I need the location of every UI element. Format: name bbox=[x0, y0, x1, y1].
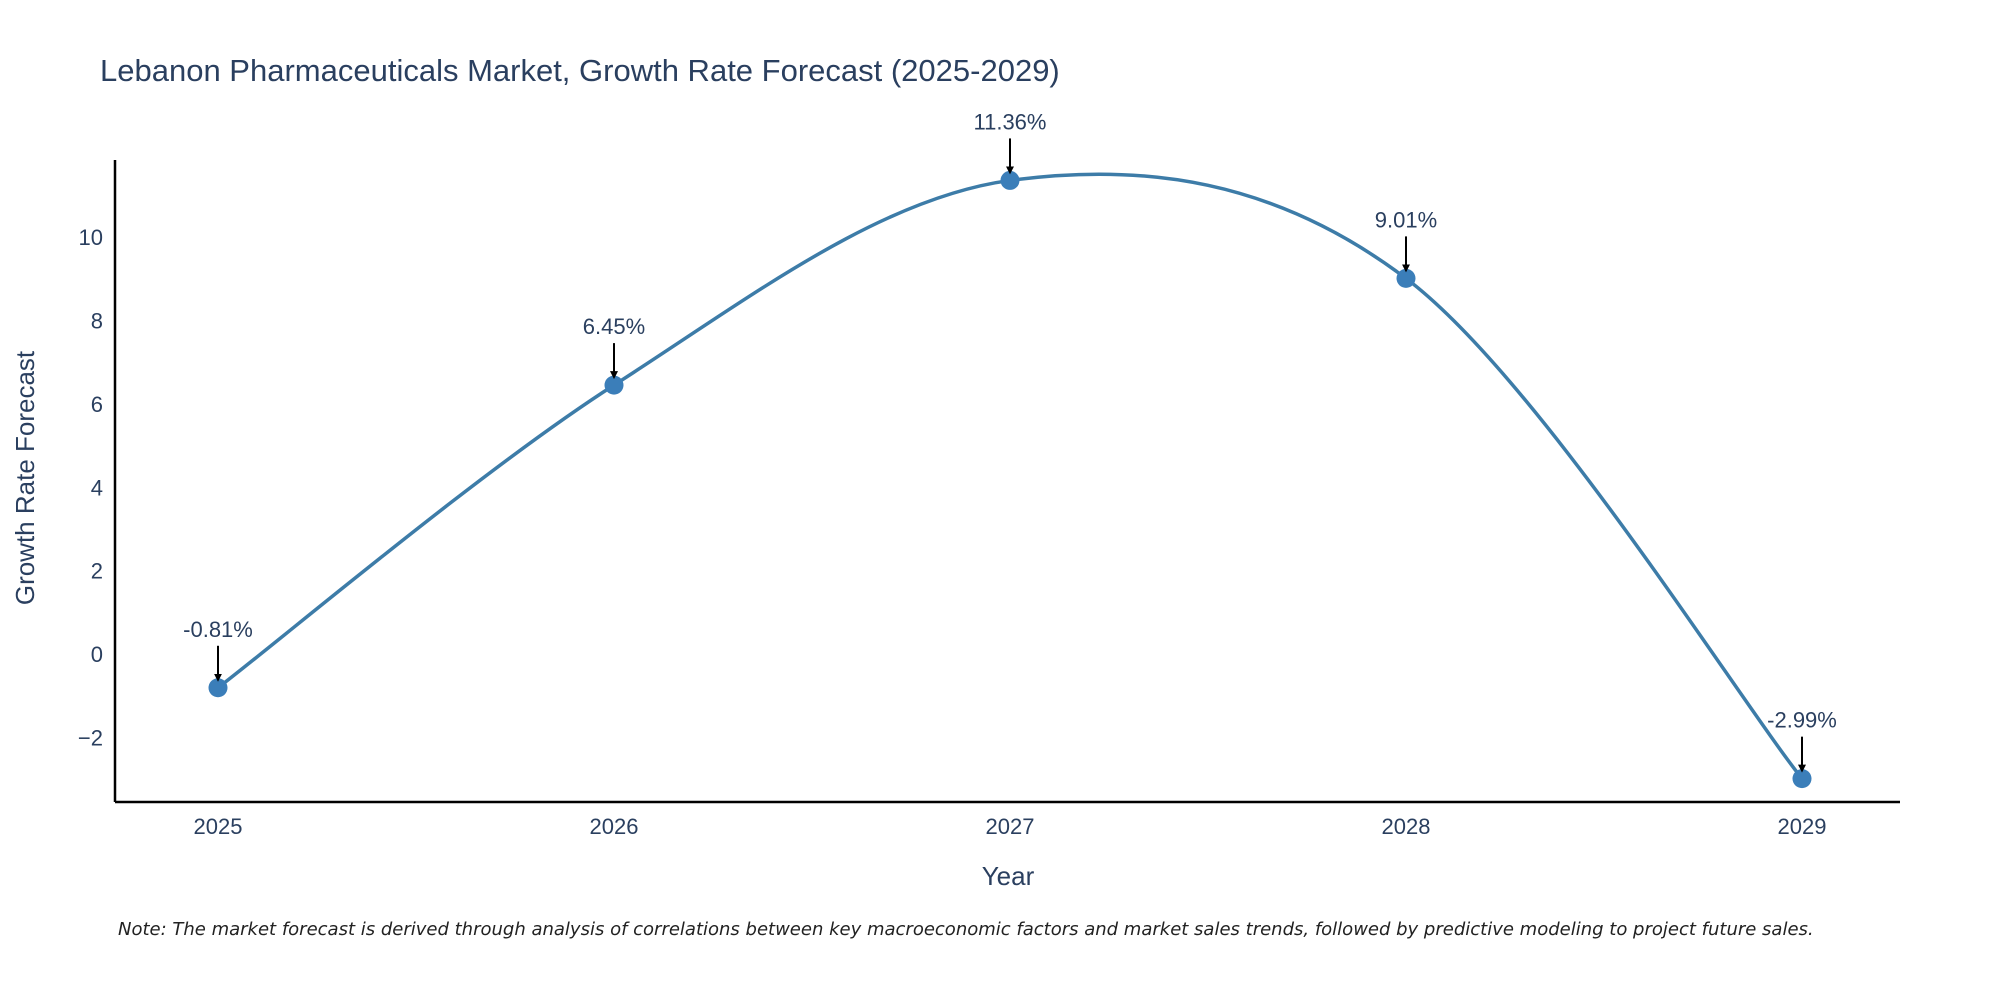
data-point-2025 bbox=[208, 678, 228, 698]
y-tick-label: −2 bbox=[78, 725, 103, 750]
data-point-2027 bbox=[1000, 170, 1020, 190]
x-tick-label: 2028 bbox=[1382, 814, 1431, 839]
y-axis-ticks: −2 0 2 4 6 8 10 bbox=[78, 225, 103, 750]
x-axis-ticks: 2025 2026 2027 2028 2029 bbox=[194, 814, 1827, 839]
y-axis-title: Growth Rate Forecast bbox=[10, 350, 40, 605]
data-label: -2.99% bbox=[1767, 708, 1837, 733]
y-tick-label: 0 bbox=[91, 642, 103, 667]
series-line bbox=[216, 172, 1804, 780]
data-point-2029 bbox=[1792, 769, 1812, 789]
data-labels: -0.81% 6.45% 11.36% 9.01% -2.99% bbox=[183, 109, 1837, 773]
footnote: Note: The market forecast is derived thr… bbox=[118, 919, 1814, 940]
y-tick-label: 2 bbox=[91, 559, 103, 584]
data-label: -0.81% bbox=[183, 617, 253, 642]
x-axis-title: Year bbox=[982, 861, 1035, 891]
x-tick-label: 2029 bbox=[1778, 814, 1827, 839]
data-label: 6.45% bbox=[583, 314, 645, 339]
chart-title: Lebanon Pharmaceuticals Market, Growth R… bbox=[100, 53, 1060, 88]
data-points bbox=[208, 170, 1812, 789]
x-tick-label: 2026 bbox=[590, 814, 639, 839]
x-tick-label: 2027 bbox=[986, 814, 1035, 839]
y-tick-label: 8 bbox=[91, 309, 103, 334]
y-tick-label: 6 bbox=[91, 392, 103, 417]
x-tick-label: 2025 bbox=[194, 814, 243, 839]
y-tick-label: 10 bbox=[79, 225, 103, 250]
data-label: 9.01% bbox=[1375, 207, 1437, 232]
data-label: 11.36% bbox=[974, 109, 1047, 134]
y-tick-label: 4 bbox=[91, 475, 103, 500]
data-point-2028 bbox=[1396, 268, 1416, 288]
data-point-2026 bbox=[604, 375, 624, 395]
